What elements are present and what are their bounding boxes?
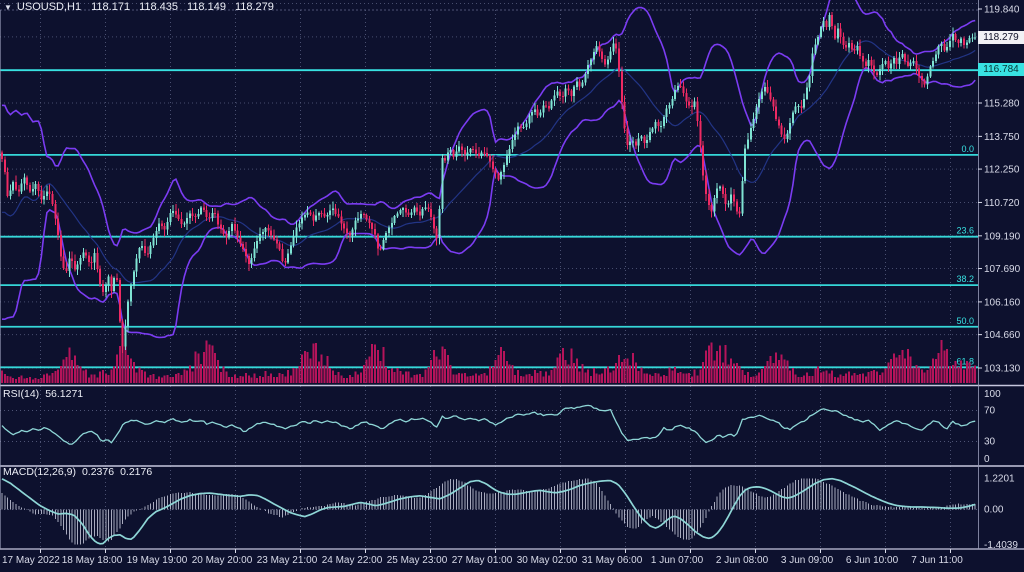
rsi-axis-label: 100: [984, 389, 1001, 400]
indicator-axis: 100 70 30 0 1.2201 0.00 -1.4039: [984, 389, 1018, 551]
macd-axis-label: 0.00: [984, 505, 1004, 516]
time-axis-label: 31 May 06:00: [582, 555, 643, 566]
time-axis-label: 17 May 2022: [2, 555, 60, 566]
symbol-period-label: USOUSD,H1: [16, 1, 82, 13]
price-axis-label: 104.660: [984, 330, 1021, 341]
time-axis-label: 25 May 23:00: [387, 555, 448, 566]
rsi-axis-label: 30: [984, 437, 996, 448]
price-axis-label: 110.720: [984, 198, 1020, 209]
macd-axis-label: -1.4039: [984, 540, 1018, 551]
symbol-ohlc-header: ▼ USOUSD,H1 118.171 118.435 118.149 118.…: [4, 0, 283, 14]
candles-layer: [1, 12, 977, 354]
price-axis-label: 119.840: [984, 5, 1020, 16]
time-axis-label: 3 Jun 09:00: [781, 555, 834, 566]
rsi-indicator-label: RSI(14) 56.1271: [3, 388, 83, 400]
macd-name: MACD(12,26,9): [3, 466, 76, 478]
fib-level-label: 23.6: [956, 226, 974, 236]
price-axis-label: 115.280: [984, 99, 1020, 110]
time-axis-label: 2 Jun 08:00: [716, 555, 769, 566]
fib-level-label: 61.8: [956, 356, 974, 366]
ohlc-open: 118.171: [91, 1, 131, 13]
macd-value-main: 0.2376: [81, 466, 115, 478]
fib-level-label: 0.0: [961, 144, 974, 154]
price-axis-label: 112.250: [984, 165, 1020, 176]
rsi-line: [1, 404, 976, 445]
time-axis-label: 19 May 19:00: [127, 555, 188, 566]
rsi-name: RSI(14): [3, 388, 40, 400]
ohlc-high: 118.435: [139, 1, 179, 13]
time-axis-label: 6 Jun 10:00: [846, 555, 899, 566]
rsi-axis-label: 0: [984, 454, 990, 465]
time-axis-label: 7 Jun 11:00: [911, 555, 963, 566]
time-axis-label: 1 Jun 07:00: [651, 555, 704, 566]
price-axis-label: 107.690: [984, 264, 1021, 275]
time-axis-label: 30 May 02:00: [517, 555, 578, 566]
macd-histogram: [1, 478, 976, 545]
ohlc-low: 118.149: [187, 1, 226, 13]
macd-indicator-label: MACD(12,26,9) 0.2376 0.2176: [3, 466, 152, 478]
rsi-axis-label: 70: [984, 406, 996, 417]
hline-price-badge: 116.784: [978, 63, 1024, 76]
price-axis: 119.840 115.280 113.750 112.250 110.720 109.1…: [978, 5, 1021, 374]
macd-value-signal: 0.2176: [120, 466, 153, 478]
rsi-value: 56.1271: [45, 388, 84, 400]
symbol-dropdown-icon[interactable]: ▼: [4, 2, 12, 12]
price-axis-label: 109.190: [984, 231, 1021, 242]
fib-level-label: 38.2: [956, 274, 974, 284]
price-axis-label: 113.750: [984, 132, 1020, 143]
time-axis-label: 27 May 01:00: [452, 555, 513, 566]
macd-axis-label: 1.2201: [984, 474, 1015, 485]
time-axis-label: 24 May 22:00: [322, 555, 383, 566]
current-price-badge: 118.279: [978, 31, 1024, 44]
price-axis-label: 106.160: [984, 297, 1021, 308]
macd-signal-line: [1, 477, 976, 545]
time-axis-label: 20 May 20:00: [192, 555, 253, 566]
panel-separators: [0, 0, 1024, 553]
volume-bars: [1, 339, 977, 383]
time-axis: 17 May 2022 18 May 18:00 19 May 19:00 20 Ma…: [2, 555, 963, 566]
time-axis-label: 18 May 18:00: [62, 555, 123, 566]
ohlc-close: 118.279: [234, 1, 274, 13]
price-axis-label: 103.130: [984, 363, 1021, 374]
fib-level-label: 50.0: [956, 316, 974, 326]
time-axis-label: 23 May 21:00: [257, 555, 318, 566]
